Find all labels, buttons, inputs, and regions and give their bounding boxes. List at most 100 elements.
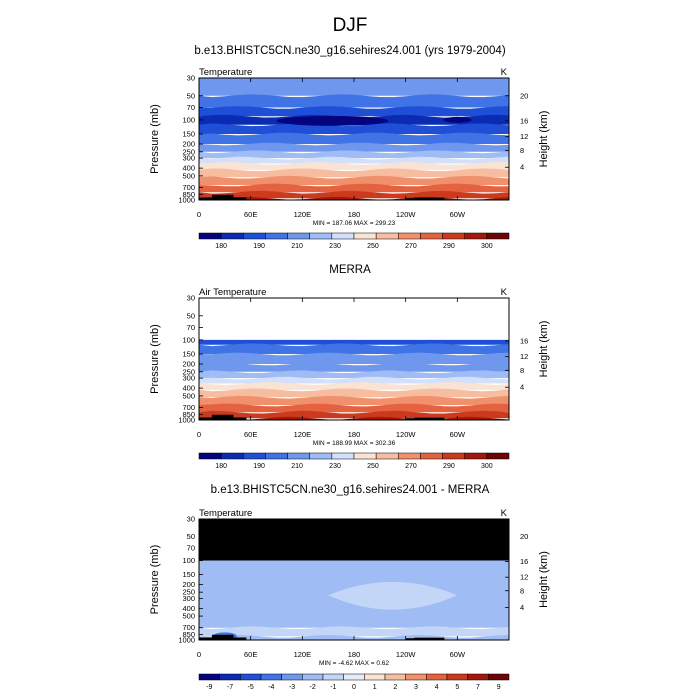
pressure-tick-label: 500 <box>182 612 195 621</box>
pressure-tick-label: 700 <box>182 403 195 412</box>
longitude-tick-label: 0 <box>197 430 201 439</box>
colorbar-swatch <box>281 673 303 681</box>
longitude-tick-label: 120E <box>294 210 312 219</box>
longitude-tick-label: 180 <box>348 650 361 659</box>
contour-band <box>199 175 509 186</box>
colorbar: 180 190 210 230 250 270 290 300 <box>198 232 510 250</box>
colorbar-label: -5 <box>248 684 254 691</box>
colorbar-swatch <box>405 673 427 681</box>
contour-band <box>199 150 509 159</box>
height-tick-label: 8 <box>520 586 524 595</box>
contour-band <box>199 626 509 637</box>
colorbar-label: -3 <box>289 684 295 691</box>
pressure-tick-label: 400 <box>182 384 195 393</box>
colorbar-swatch <box>398 452 421 460</box>
contour-band <box>199 352 509 365</box>
longitude-tick-label: 180 <box>348 210 361 219</box>
colorbar-swatch <box>240 673 262 681</box>
figure-title: DJF <box>333 15 368 36</box>
contour-field <box>199 78 509 200</box>
pressure-tick-label: 200 <box>182 360 195 369</box>
longitude-tick-label: 60W <box>450 430 466 439</box>
colorbar-swatch <box>488 673 510 681</box>
contour-band <box>199 123 509 134</box>
pressure-tick-label: 100 <box>182 335 195 344</box>
contour-band <box>199 156 509 164</box>
longitude-tick-label: 0 <box>197 650 201 659</box>
contour-field <box>199 298 509 420</box>
contour-band <box>199 132 509 145</box>
colorbar-label: 190 <box>253 243 265 250</box>
colorbar-label: 190 <box>253 463 265 470</box>
colorbar-swatch <box>302 673 324 681</box>
contour-field <box>199 519 509 641</box>
y-axis-right-title: Height (km) <box>538 551 550 608</box>
longitude-tick-label: 120W <box>396 210 417 219</box>
y-axis-right-title: Height (km) <box>538 111 550 168</box>
colorbar-label: 4 <box>435 684 439 691</box>
panel-variable-label: Air Temperature <box>199 287 266 298</box>
colorbar-label: 290 <box>443 463 455 470</box>
contour-band <box>199 370 509 379</box>
pressure-tick-label: 250 <box>182 588 195 597</box>
pressure-tick-label: 30 <box>187 74 195 83</box>
contour-band <box>199 106 509 117</box>
topography-mask <box>211 634 234 640</box>
colorbar-label: 0 <box>352 684 356 691</box>
longitude-tick-label: 60W <box>450 650 466 659</box>
topography-mask <box>233 637 247 640</box>
height-tick-label: 8 <box>520 366 524 375</box>
height-tick-label: 4 <box>520 383 524 392</box>
contour-band <box>199 78 509 96</box>
longitude-tick-label: 60W <box>450 210 466 219</box>
colorbar-swatch <box>243 452 266 460</box>
pressure-tick-label: 100 <box>182 556 195 565</box>
height-tick-label: 20 <box>520 532 528 541</box>
pressure-tick-label: 700 <box>182 183 195 192</box>
colorbar-swatch <box>486 452 510 460</box>
colorbar-swatch <box>287 452 310 460</box>
pressure-tick-label: 200 <box>182 140 195 149</box>
pressure-tick-label: 30 <box>187 515 195 524</box>
colorbar-swatch <box>353 452 377 460</box>
y-axis-title: Pressure (mb) <box>149 545 161 615</box>
contour-band <box>199 376 509 384</box>
colorbar-swatch <box>343 673 365 681</box>
colorbar-label: 300 <box>481 243 493 250</box>
topography-mask <box>199 197 225 200</box>
pressure-tick-label: 150 <box>182 129 195 138</box>
height-tick-label: 12 <box>520 352 528 361</box>
colorbar-swatch <box>219 673 241 681</box>
panel-units-label: K <box>501 508 508 519</box>
pressure-tick-label: 150 <box>182 349 195 358</box>
colorbar-swatch <box>375 452 399 460</box>
height-tick-label: 20 <box>520 91 528 100</box>
panel-units-label: K <box>501 67 508 78</box>
height-tick-label: 16 <box>520 557 528 566</box>
colorbar-label: 7 <box>476 684 480 691</box>
longitude-tick-label: 120W <box>396 650 417 659</box>
colorbar-swatch <box>287 232 310 240</box>
pressure-tick-label: 50 <box>187 532 195 541</box>
contour-band <box>199 162 509 170</box>
colorbar-label: -4 <box>268 684 274 691</box>
panel-title: b.e13.BHISTC5CN.ne30_g16.sehires24.001 (… <box>194 45 505 57</box>
longitude-tick-label: 0 <box>197 210 201 219</box>
pressure-tick-label: 100 <box>182 115 195 124</box>
colorbar-swatch <box>322 673 344 681</box>
colorbar-label: 300 <box>481 463 493 470</box>
pressure-tick-label: 200 <box>182 580 195 589</box>
pressure-tick-label: 70 <box>187 323 195 332</box>
panel-units-label: K <box>501 287 508 298</box>
pressure-tick-label: 1000 <box>178 416 195 425</box>
height-tick-label: 12 <box>520 573 528 582</box>
colorbar-label: 270 <box>405 463 417 470</box>
cold-core-region <box>276 115 389 126</box>
contour-band <box>199 382 509 390</box>
colorbar-label: 180 <box>215 463 227 470</box>
colorbar-swatch <box>309 232 333 240</box>
colorbar-swatch <box>464 452 488 460</box>
colorbar-label: 270 <box>405 243 417 250</box>
pressure-tick-label: 250 <box>182 367 195 376</box>
